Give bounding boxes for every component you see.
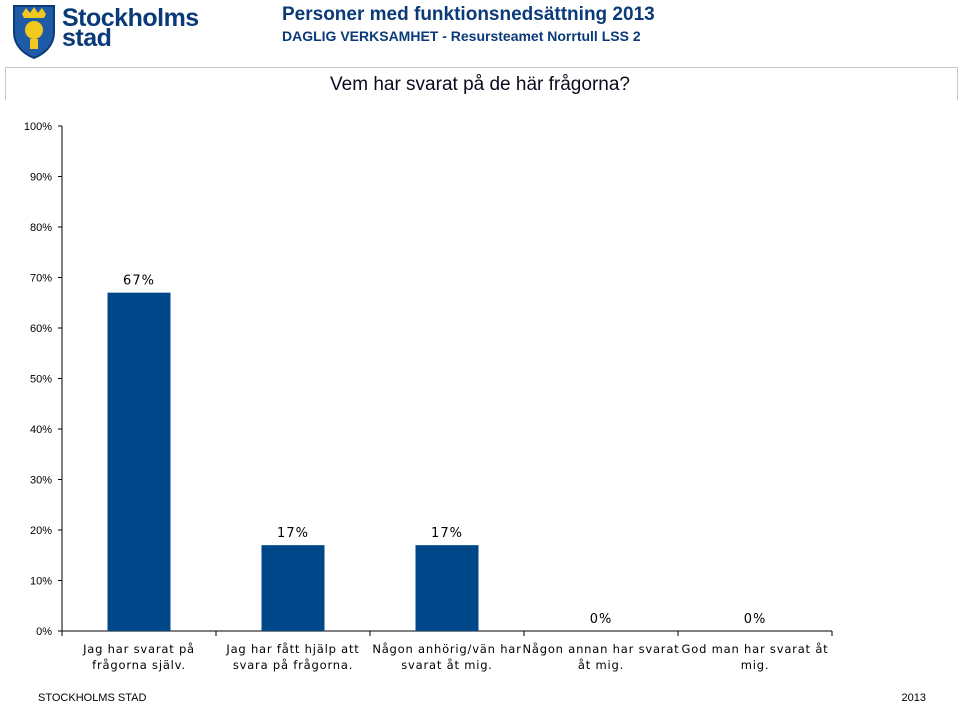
footer-year: 2013 — [901, 692, 926, 704]
category-label: åt mig. — [578, 658, 624, 672]
category-label: Någon anhörig/vän har — [372, 642, 521, 656]
data-label: 67% — [123, 274, 155, 289]
bars — [107, 292, 479, 631]
y-tick-label: 10% — [30, 576, 52, 588]
category-label: Någon annan har svarat — [523, 642, 680, 656]
data-labels: 67% 17% 17% 0% 0% — [123, 274, 767, 627]
data-label: 0% — [590, 612, 613, 627]
y-tick-label: 90% — [30, 172, 52, 184]
chart-title: Vem har svarat på de här frågorna? — [330, 74, 630, 95]
footer-org: STOCKHOLMS STAD — [38, 692, 147, 704]
report-title: Personer med funktionsnedsättning 2013 — [282, 4, 655, 25]
category-label: Jag har fått hjälp att — [225, 642, 359, 656]
report-subtitle: DAGLIG VERKSAMHET - Resursteamet Norrtul… — [282, 28, 641, 44]
y-tick-label: 40% — [30, 424, 52, 436]
category-label: svara på frågorna. — [233, 658, 353, 672]
category-labels: Jag har svarat på frågorna själv. Jag har … — [82, 642, 828, 672]
category-label: svarat åt mig. — [401, 658, 493, 672]
data-label: 17% — [431, 526, 463, 541]
y-tick-label: 50% — [30, 374, 52, 386]
stockholm-crest-icon — [13, 5, 55, 60]
data-label: 17% — [277, 526, 309, 541]
chart-title-frame — [5, 67, 958, 100]
category-label: frågorna själv. — [92, 658, 186, 672]
y-tick-label: 100% — [24, 121, 52, 133]
data-label: 0% — [744, 612, 767, 627]
bar-chart: 0% 10% 20% 30% 40% 50% 60% 70% 80% 90% 100% 67% 17%… — [24, 121, 833, 672]
bar — [415, 545, 479, 631]
y-tick-label: 80% — [30, 222, 52, 234]
logo-wordmark-line2: stad — [62, 24, 112, 52]
y-tick-label: 60% — [30, 323, 52, 335]
bar — [107, 292, 171, 631]
category-label: God man har svarat åt — [682, 642, 829, 656]
y-tick-label: 0% — [36, 626, 52, 638]
logo-wordmark-line1: Stockholms — [62, 4, 199, 32]
category-label: Jag har svarat på — [82, 642, 195, 656]
y-tick-label: 30% — [30, 475, 52, 487]
bar — [261, 545, 325, 631]
category-label: mig. — [741, 658, 770, 672]
y-axis-ticks: 0% 10% 20% 30% 40% 50% 60% 70% 80% 90% 100% — [24, 121, 62, 638]
y-tick-label: 20% — [30, 525, 52, 537]
y-tick-label: 70% — [30, 273, 52, 285]
